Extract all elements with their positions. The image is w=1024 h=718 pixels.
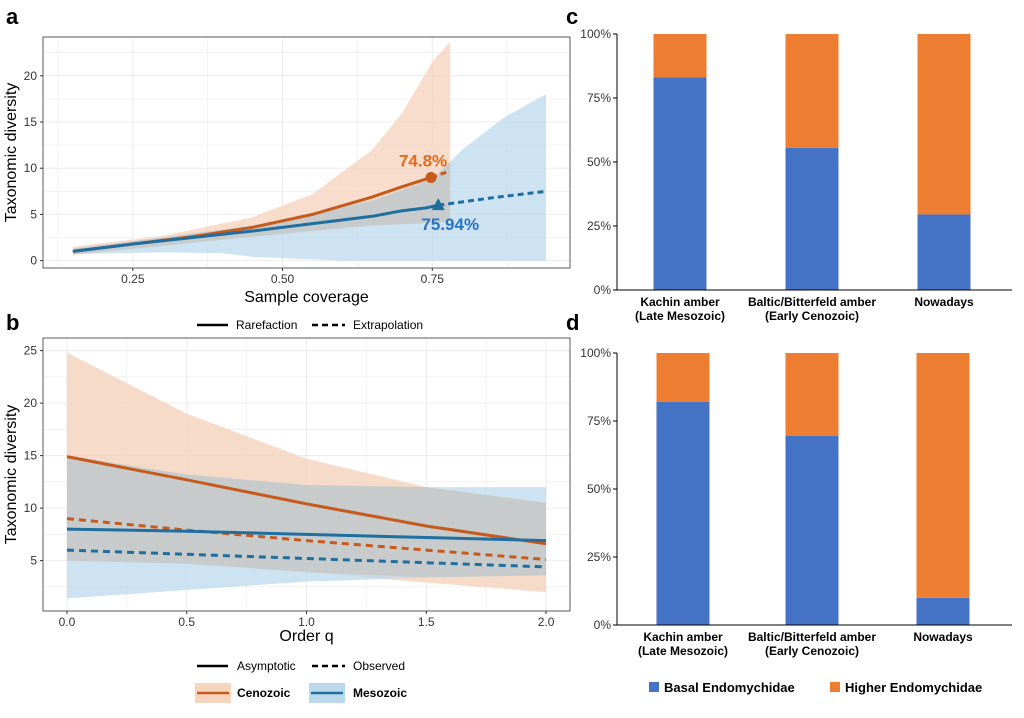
x-tick-label: 0.75 — [421, 272, 445, 286]
legend-rarefaction: Rarefaction — [236, 318, 297, 332]
y-tick-label: 10 — [24, 161, 38, 175]
cenozoic-coverage-label: 74.8% — [399, 151, 447, 170]
category-label: (Late Mesozoic) — [635, 309, 725, 323]
mesozoic-extrapolation-line — [438, 189, 547, 207]
overlap-confidence-band — [67, 455, 546, 578]
x-tick-label: 0.50 — [271, 272, 295, 286]
y-tick-label: 100% — [580, 346, 611, 360]
legend-extrapolation: Extrapolation — [353, 318, 423, 332]
basal-bar-segment — [785, 147, 839, 290]
x-axis-title: Sample coverage — [244, 289, 369, 306]
basal-bar-segment — [656, 401, 710, 625]
mesozoic-asymptotic-line — [66, 527, 547, 543]
panel-label-d: d — [566, 310, 579, 335]
y-tick-label: 5 — [30, 554, 37, 568]
category-label: Baltic/Bitterfeld amber — [748, 295, 876, 309]
basal-bar-segment — [785, 435, 839, 625]
category-label: (Early Cenozoic) — [765, 309, 859, 323]
y-axis-title: Taxonomic diversity — [3, 405, 20, 545]
y-tick-label: 15 — [24, 115, 38, 129]
x-tick-label: 0.0 — [59, 615, 76, 629]
panel-label-b: b — [6, 310, 19, 335]
higher-bar-segment — [656, 353, 710, 402]
cenozoic-observed-line — [66, 517, 547, 561]
higher-bar-segment — [916, 353, 970, 598]
x-tick-label: 0.25 — [121, 272, 145, 286]
chart-a: 74.8% 75.94% 0.25 0.50 0.75 0 5 10 15 20 Sample co… — [3, 36, 571, 306]
legend-basal-swatch — [649, 682, 659, 692]
legend-cenozoic: Cenozoic — [237, 686, 291, 700]
cenozoic-reference-point — [425, 171, 437, 183]
category-label: (Early Cenozoic) — [765, 644, 859, 658]
chart-d: Kachin amber(Late Mesozoic) Baltic/Bitter… — [580, 346, 1012, 658]
x-tick-label: 2.0 — [538, 615, 555, 629]
mesozoic-observed-line — [66, 548, 547, 569]
overlap-confidence-band — [72, 161, 451, 255]
y-tick-label: 25 — [24, 344, 38, 358]
y-tick-label: 50% — [587, 155, 611, 169]
legend-basal: Basal Endomychidae — [664, 680, 795, 695]
legend-observed: Observed — [353, 659, 405, 673]
cenozoic-asymptotic-line — [66, 455, 547, 546]
y-tick-label: 0% — [594, 283, 612, 297]
higher-bar-segment — [653, 34, 707, 78]
basal-bar-segment — [917, 214, 971, 290]
y-tick-label: 25% — [587, 219, 611, 233]
category-label: Kachin amber — [640, 295, 720, 309]
x-tick-label: 1.0 — [298, 615, 315, 629]
y-tick-label: 50% — [587, 482, 611, 496]
category-label: (Late Mesozoic) — [638, 644, 728, 658]
legend-higher-swatch — [830, 682, 840, 692]
basal-bar-segment — [916, 597, 970, 625]
y-tick-label: 25% — [587, 550, 611, 564]
x-tick-label: 0.5 — [178, 615, 195, 629]
legend-higher: Higher Endomychidae — [845, 680, 982, 695]
y-tick-label: 75% — [587, 91, 611, 105]
category-label: Nowadays — [913, 630, 973, 644]
legend-era: Cenozoic Mesozoic — [195, 683, 407, 703]
higher-bar-segment — [785, 34, 839, 148]
legend-asymptotic: Asymptotic — [237, 659, 296, 673]
category-label: Kachin amber — [643, 630, 723, 644]
legend-line-type-b: Asymptotic Observed — [197, 659, 405, 673]
y-tick-label: 75% — [587, 414, 611, 428]
x-tick-label: 1.5 — [418, 615, 435, 629]
y-tick-label: 20 — [24, 69, 38, 83]
y-tick-label: 20 — [24, 396, 38, 410]
x-axis-title: Order q — [279, 628, 333, 645]
higher-bar-segment — [785, 353, 839, 436]
chart-c: Kachin amber(Late Mesozoic) Baltic/Bitter… — [580, 27, 1012, 323]
y-tick-label: 0% — [594, 618, 612, 632]
mesozoic-reference-point — [431, 198, 445, 211]
y-axis-title: Taxonomic diversity — [3, 83, 20, 223]
higher-bar-segment — [917, 34, 971, 215]
legend-mesozoic: Mesozoic — [353, 686, 407, 700]
plot-border-0 — [42, 36, 571, 269]
y-tick-label: 10 — [24, 501, 38, 515]
y-tick-label: 15 — [24, 449, 38, 463]
legend-line-type-a: Rarefaction Extrapolation — [197, 318, 423, 332]
panel-label-c: c — [566, 4, 578, 29]
basal-bar-segment — [653, 77, 707, 291]
y-tick-label: 0 — [30, 254, 37, 268]
mesozoic-coverage-label: 75.94% — [421, 215, 479, 234]
y-tick-label: 100% — [580, 27, 611, 41]
chart-b: 0.0 0.5 1.0 1.5 2.0 5 10 15 20 25 Order q Taxonomic… — [3, 337, 571, 645]
category-label: Baltic/Bitterfeld amber — [748, 630, 876, 644]
legend-endomychidae: Basal Endomychidae Higher Endomychidae — [649, 680, 982, 695]
panel-label-a: a — [6, 4, 19, 29]
y-tick-label: 5 — [30, 207, 37, 221]
category-label: Nowadays — [914, 295, 974, 309]
mesozoic-rarefaction-line — [72, 203, 439, 253]
